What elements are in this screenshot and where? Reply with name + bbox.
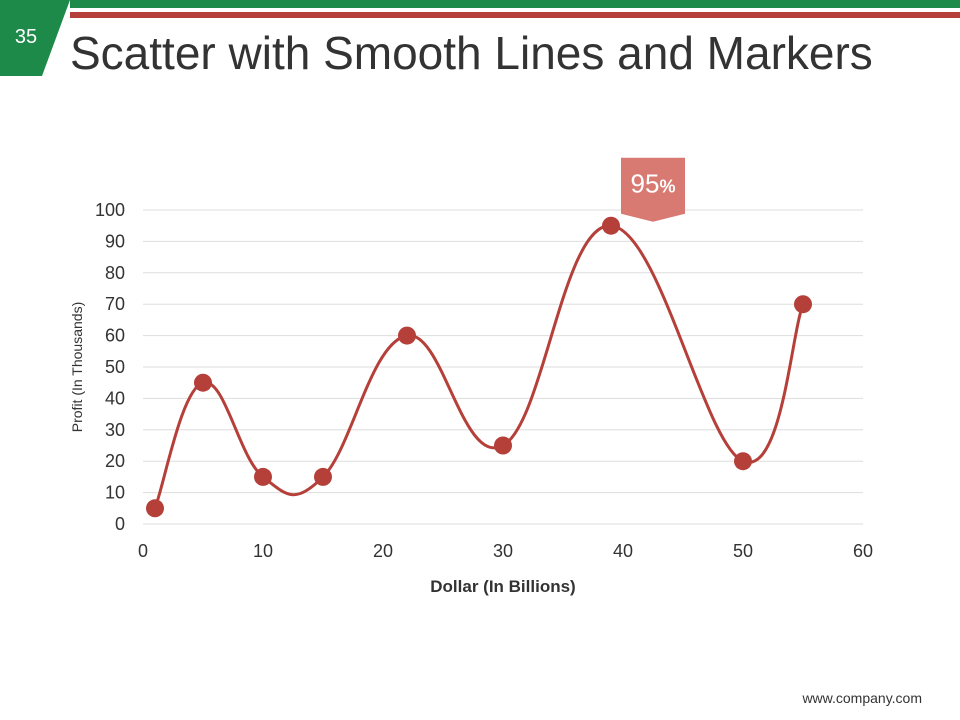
series-line bbox=[153, 224, 805, 509]
callout-layer: 95% bbox=[621, 157, 685, 222]
y-tick-label: 0 bbox=[115, 514, 125, 534]
data-point bbox=[494, 436, 512, 455]
slide-title: Scatter with Smooth Lines and Markers bbox=[70, 27, 873, 79]
data-point bbox=[602, 216, 620, 235]
data-point bbox=[314, 467, 332, 486]
y-tick-label: 70 bbox=[105, 294, 125, 314]
slide-number: 35 bbox=[14, 26, 38, 48]
data-point bbox=[254, 467, 272, 486]
series-layer bbox=[146, 216, 812, 518]
data-point bbox=[398, 326, 416, 345]
x-tick-label: 60 bbox=[853, 541, 873, 561]
footer-url: www.company.com bbox=[802, 690, 922, 706]
x-tick-label: 50 bbox=[733, 541, 753, 561]
gridlines bbox=[143, 209, 863, 525]
y-tick-label: 90 bbox=[105, 231, 125, 251]
x-tick-label: 20 bbox=[373, 541, 393, 561]
x-tick-label: 30 bbox=[493, 541, 513, 561]
x-tick-label: 0 bbox=[138, 541, 148, 561]
y-tick-label: 100 bbox=[95, 200, 125, 220]
y-axis-title: Profit (In Thousands) bbox=[69, 302, 85, 432]
x-axis-title: Dollar (In Billions) bbox=[430, 577, 575, 596]
y-tick-label: 30 bbox=[105, 420, 125, 440]
data-point bbox=[794, 295, 812, 314]
callout-unit: % bbox=[659, 177, 675, 197]
y-axis-ticks: 0 10 20 30 40 50 60 70 80 90 100 bbox=[95, 200, 125, 534]
x-tick-label: 40 bbox=[613, 541, 633, 561]
top-red-stripe bbox=[70, 12, 960, 18]
x-axis-ticks: 0 10 20 30 40 50 60 bbox=[138, 541, 873, 561]
y-tick-label: 80 bbox=[105, 263, 125, 283]
y-tick-label: 20 bbox=[105, 451, 125, 471]
y-tick-label: 60 bbox=[105, 326, 125, 346]
y-tick-label: 10 bbox=[105, 483, 125, 503]
callout-flag bbox=[621, 157, 685, 222]
y-tick-label: 50 bbox=[105, 357, 125, 377]
top-green-stripe bbox=[70, 0, 960, 8]
data-point bbox=[194, 373, 212, 392]
x-tick-label: 10 bbox=[253, 541, 273, 561]
data-point bbox=[146, 499, 164, 518]
data-point bbox=[734, 452, 752, 471]
y-tick-label: 40 bbox=[105, 388, 125, 408]
